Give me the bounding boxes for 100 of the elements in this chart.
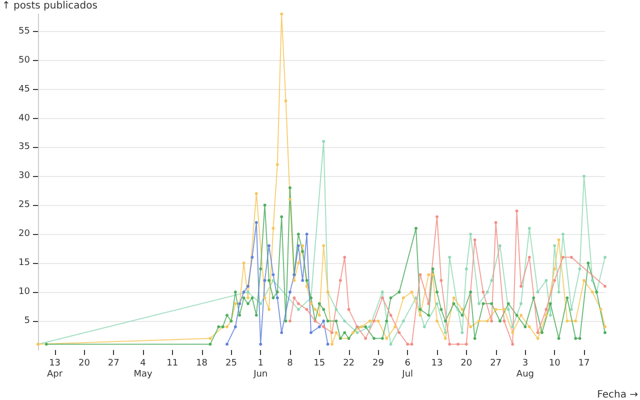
- x-tick-label: 27: [108, 358, 120, 368]
- y-tick-label: 10: [18, 287, 30, 298]
- y-tick-label: 40: [18, 113, 30, 124]
- point: [334, 308, 338, 311]
- x-tick-label: 6 Jul: [401, 358, 414, 380]
- point: [305, 308, 308, 311]
- point: [486, 290, 489, 294]
- point: [590, 278, 594, 282]
- point: [343, 320, 346, 323]
- x-tick-label: 25: [225, 358, 237, 368]
- point: [226, 342, 228, 346]
- point: [347, 308, 350, 311]
- y-tick-label: 15: [18, 258, 30, 268]
- point: [506, 308, 510, 311]
- x-tick-label: 27: [490, 358, 502, 368]
- point: [436, 302, 438, 306]
- point: [380, 290, 384, 294]
- point: [570, 256, 573, 259]
- x-axis-title: Fecha →: [597, 390, 638, 400]
- point: [380, 296, 384, 300]
- point: [338, 278, 342, 282]
- y-axis-title: ↑ posts publicados: [2, 0, 98, 12]
- point: [242, 290, 246, 294]
- point: [422, 325, 426, 328]
- point: [246, 284, 250, 288]
- point: [268, 244, 270, 248]
- point: [398, 331, 401, 334]
- y-tick-label: 30: [18, 171, 30, 182]
- point: [280, 331, 284, 334]
- point: [410, 342, 414, 346]
- point: [318, 325, 321, 328]
- point: [263, 278, 266, 282]
- x-tick-label: 13: [431, 358, 443, 368]
- x-tick-label: 11: [166, 358, 178, 368]
- point: [389, 314, 392, 317]
- point: [440, 278, 443, 282]
- point: [259, 342, 262, 346]
- y-tick-label: 35: [18, 142, 30, 152]
- y-tick-label: 45: [18, 84, 30, 94]
- point: [436, 215, 438, 218]
- x-tick-label: 18: [196, 358, 208, 368]
- point: [536, 331, 540, 334]
- point: [553, 278, 556, 282]
- point: [502, 320, 506, 323]
- point: [250, 256, 254, 259]
- point: [276, 296, 279, 300]
- x-tick-label: 3 Aug: [516, 358, 534, 380]
- point: [322, 140, 326, 143]
- point: [418, 273, 422, 276]
- x-tick-label: 13 Apr: [47, 358, 63, 380]
- point: [301, 278, 304, 282]
- point: [578, 267, 582, 270]
- point: [310, 331, 312, 334]
- x-tick-label: 22: [343, 358, 355, 368]
- point: [511, 325, 514, 328]
- point: [469, 232, 472, 236]
- point: [326, 342, 330, 346]
- point: [322, 320, 326, 323]
- point: [414, 296, 418, 300]
- point: [364, 336, 368, 340]
- point: [296, 244, 300, 248]
- point: [490, 320, 494, 323]
- point: [448, 256, 452, 259]
- point: [490, 278, 494, 282]
- point: [520, 302, 522, 306]
- point: [322, 325, 326, 328]
- point: [494, 221, 498, 224]
- x-tick-label: 10: [548, 358, 561, 368]
- x-tick-label: 20: [78, 358, 90, 368]
- point: [473, 238, 476, 242]
- point: [553, 244, 556, 248]
- point: [544, 308, 548, 311]
- point: [272, 273, 275, 276]
- point: [288, 320, 292, 323]
- x-tick-label: 17: [578, 358, 590, 368]
- point: [246, 290, 250, 294]
- y-tick-label: 20: [18, 229, 30, 240]
- point: [272, 278, 275, 282]
- x-tick-label: 29: [372, 358, 384, 368]
- point: [548, 314, 552, 317]
- point: [234, 325, 237, 328]
- point: [402, 320, 405, 323]
- point: [372, 320, 376, 323]
- point: [456, 342, 460, 346]
- y-tick-label: 5: [24, 316, 30, 326]
- point: [562, 232, 564, 236]
- point: [604, 284, 606, 288]
- point: [498, 244, 502, 248]
- point: [482, 290, 485, 294]
- x-tick-label: 20: [460, 358, 472, 368]
- point: [444, 331, 447, 334]
- point: [305, 232, 308, 236]
- point: [296, 302, 300, 306]
- point: [356, 331, 359, 334]
- point: [368, 325, 372, 328]
- point: [456, 308, 460, 311]
- point: [427, 302, 430, 306]
- point: [562, 256, 564, 259]
- point: [544, 278, 548, 282]
- point: [464, 342, 468, 346]
